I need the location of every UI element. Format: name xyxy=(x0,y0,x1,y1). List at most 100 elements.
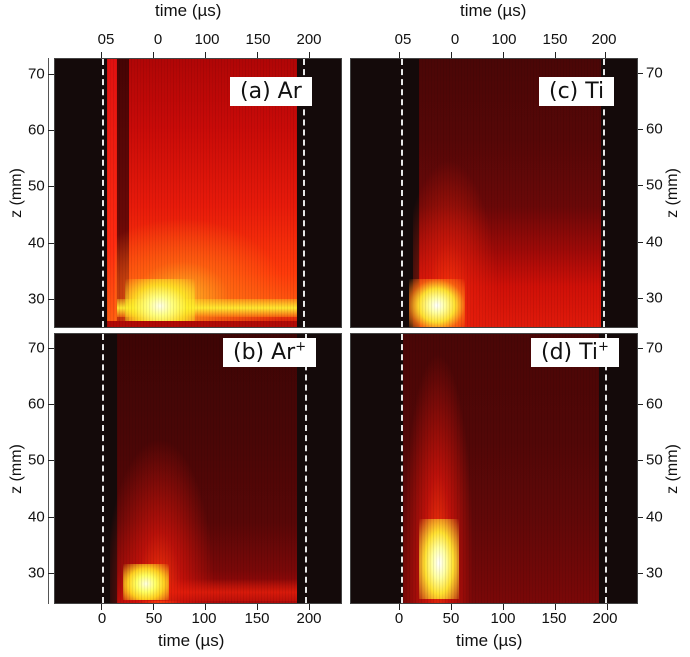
pulse-start-marker xyxy=(401,334,403,603)
top-xtick-left-1: 0 xyxy=(153,31,163,48)
ytick-bl-70: 70 xyxy=(28,339,45,357)
ytick-tl-60: 60 xyxy=(28,121,45,139)
pulse-start-marker xyxy=(102,59,104,327)
xtick-mark xyxy=(399,604,400,610)
ytick-tr-30: 30 xyxy=(646,289,663,307)
top-xtick-right-2: 100 xyxy=(491,31,517,48)
ytick-br-60: 60 xyxy=(646,395,663,413)
ytick-mark xyxy=(48,299,54,300)
ytick-tr-70: 70 xyxy=(646,64,663,82)
ytick-bl-60: 60 xyxy=(28,395,45,413)
early-streak xyxy=(107,59,117,327)
ytick-tr-60: 60 xyxy=(646,120,663,138)
ytick-mark xyxy=(638,242,643,243)
xtick-mark xyxy=(503,52,504,58)
ytick-mark xyxy=(48,130,54,131)
ytick-mark xyxy=(48,460,54,461)
ytick-bl-30: 30 xyxy=(28,564,45,582)
bottom-xtick-right-0: 0 xyxy=(394,610,404,627)
ylabel-bottom-left: z (mm) xyxy=(7,444,25,494)
top-xtick-right-4: 200 xyxy=(591,31,617,48)
ytick-tl-70: 70 xyxy=(28,65,45,83)
top-xtick-left-3: 150 xyxy=(245,31,271,48)
heatmap-panel-a-ar: (a) Ar xyxy=(54,58,342,328)
ylabel-top-left: z (mm) xyxy=(7,168,25,218)
panel-label-c: (c) Ti xyxy=(539,77,615,106)
hotspot xyxy=(419,519,459,599)
bottom-xtick-right-1: 50 xyxy=(442,610,460,627)
bottom-xtick-left-0: 0 xyxy=(97,610,107,627)
ylabel-bottom-right: z (mm) xyxy=(663,444,681,494)
ytick-tl-50: 50 xyxy=(28,177,45,195)
bottom-xtick-left-1: 50 xyxy=(145,610,163,627)
xtick-mark xyxy=(399,52,400,58)
xtick-mark xyxy=(451,604,452,610)
bottom-xtick-right-3: 150 xyxy=(541,610,567,627)
pulse-end-marker xyxy=(303,59,305,327)
panel-label-b: (b) Ar+ xyxy=(223,338,317,367)
xtick-mark xyxy=(153,604,154,610)
vertical-streak-texture xyxy=(403,334,599,603)
xtick-mark xyxy=(605,52,606,58)
heatmap-panel-d-ti-plus: (d) Ti+ xyxy=(350,333,638,604)
xtick-mark xyxy=(607,604,608,610)
pulse-end-marker xyxy=(305,334,307,603)
xtick-mark xyxy=(101,52,102,58)
panel-label-d: (d) Ti+ xyxy=(531,338,619,367)
ytick-tl-30: 30 xyxy=(28,290,45,308)
ytick-tr-50: 50 xyxy=(646,176,663,194)
xtick-mark xyxy=(555,52,556,58)
bottom-xtick-left-4: 200 xyxy=(296,610,322,627)
xtick-mark xyxy=(309,52,310,58)
ytick-mark xyxy=(48,348,54,349)
xtick-mark xyxy=(257,604,258,610)
ytick-mark xyxy=(48,243,54,244)
ytick-mark xyxy=(638,73,643,74)
ytick-mark xyxy=(48,573,54,574)
ytick-tl-40: 40 xyxy=(28,234,45,252)
ytick-tr-40: 40 xyxy=(646,233,663,251)
ytick-mark xyxy=(638,185,643,186)
bottom-xtick-right-4: 200 xyxy=(592,610,618,627)
ytick-br-70: 70 xyxy=(646,339,663,357)
ytick-mark xyxy=(638,404,643,405)
pulse-start-marker xyxy=(401,59,403,327)
ylabel-top-right: z (mm) xyxy=(663,168,681,218)
ytick-bl-40: 40 xyxy=(28,508,45,526)
ytick-mark xyxy=(638,298,643,299)
ytick-mark xyxy=(638,460,643,461)
xtick-mark xyxy=(555,604,556,610)
ytick-bl-50: 50 xyxy=(28,451,45,469)
top-xlabel-right: time (µs) xyxy=(460,1,527,20)
hotspot xyxy=(123,564,169,600)
ytick-mark xyxy=(48,74,54,75)
ytick-mark xyxy=(48,517,54,518)
bottom-xtick-left-2: 100 xyxy=(191,610,217,627)
pulse-end-marker xyxy=(603,59,605,327)
xtick-mark xyxy=(205,52,206,58)
hotspot xyxy=(125,279,195,324)
xtick-mark xyxy=(309,604,310,610)
heatmap-panel-c-ti: (c) Ti xyxy=(350,58,638,328)
xtick-mark xyxy=(503,604,504,610)
xtick-mark xyxy=(257,52,258,58)
ytick-mark xyxy=(48,186,54,187)
pulse-start-marker xyxy=(102,334,104,603)
ytick-mark xyxy=(638,348,643,349)
heatmap-panel-b-ar-plus: (b) Ar+ xyxy=(54,333,342,604)
top-xtick-right-3: 150 xyxy=(542,31,568,48)
bottom-xlabel-right: time (µs) xyxy=(456,631,523,650)
top-xtick-right-0: 05 xyxy=(394,31,412,48)
ytick-br-50: 50 xyxy=(646,451,663,469)
top-xtick-left-4: 200 xyxy=(296,31,322,48)
ytick-br-40: 40 xyxy=(646,508,663,526)
panel-label-a: (a) Ar xyxy=(230,77,312,106)
bottom-xtick-left-3: 150 xyxy=(244,610,270,627)
ytick-mark xyxy=(638,573,643,574)
top-xtick-left-2: 100 xyxy=(194,31,220,48)
pulse-end-marker xyxy=(605,334,607,603)
ytick-br-30: 30 xyxy=(646,564,663,582)
ytick-mark xyxy=(638,129,643,130)
xtick-mark xyxy=(101,604,102,610)
bottom-xlabel-left: time (µs) xyxy=(158,631,225,650)
